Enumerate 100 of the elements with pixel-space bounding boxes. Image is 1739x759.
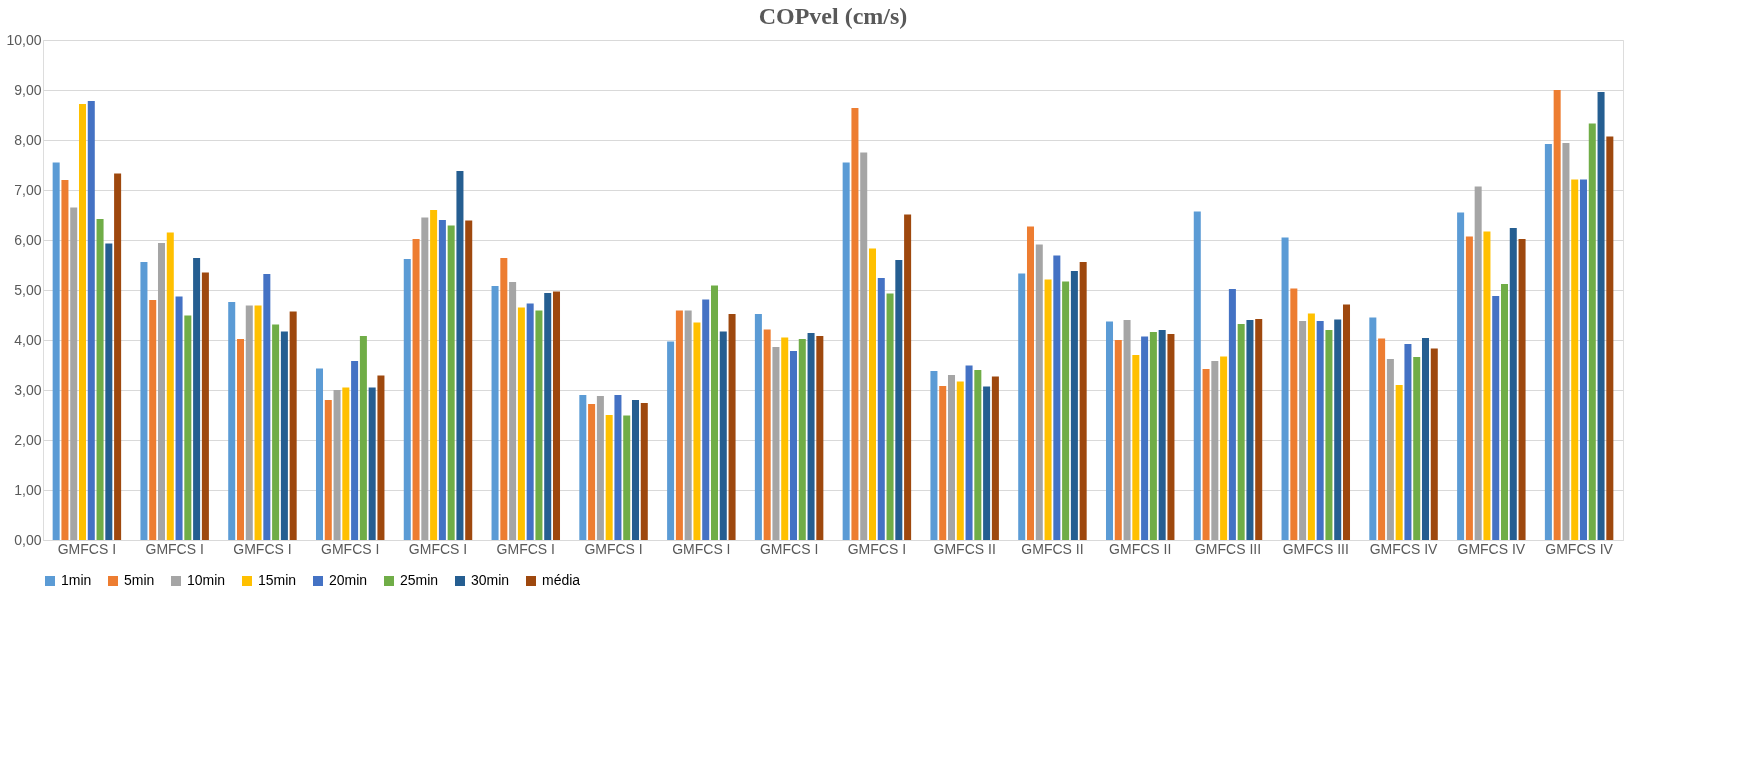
- bar: [851, 108, 859, 540]
- bar: [684, 310, 692, 540]
- bar: [403, 259, 411, 540]
- bar: [289, 311, 297, 540]
- x-tick-label: GMFCS I: [672, 540, 731, 557]
- bar: [193, 258, 201, 540]
- bar: [228, 302, 236, 540]
- bar: [245, 305, 253, 540]
- legend-label: 5min: [124, 572, 155, 588]
- bar: [675, 310, 683, 540]
- x-tick-label: GMFCS II: [933, 540, 996, 557]
- y-tick-label: 6,00: [14, 231, 42, 248]
- bar: [1474, 186, 1482, 540]
- bar: [552, 291, 561, 540]
- bar: [728, 314, 736, 540]
- bar: [1018, 273, 1026, 540]
- bar: [1492, 296, 1500, 540]
- bar: [631, 400, 640, 540]
- bar: [781, 337, 789, 540]
- y-tick-label: 2,00: [14, 431, 42, 448]
- x-tick-label: GMFCS I: [57, 540, 117, 557]
- bar: [772, 347, 780, 540]
- bar: [78, 104, 87, 540]
- bar: [886, 293, 894, 540]
- bar: [1123, 320, 1131, 540]
- bar: [904, 214, 912, 540]
- x-tick-label: GMFCS I: [847, 540, 907, 557]
- bar: [605, 415, 613, 540]
- bar: [359, 336, 367, 540]
- bar: [149, 300, 157, 540]
- bar: [456, 171, 464, 540]
- bar: [1132, 355, 1140, 540]
- bar: [105, 243, 113, 540]
- bar: [1588, 123, 1596, 540]
- x-tick-label: GMFCS I: [321, 540, 380, 557]
- bar: [1465, 236, 1473, 540]
- bar: [860, 152, 868, 540]
- bar: [333, 390, 341, 540]
- x-tick-label: GMFCS III: [1194, 540, 1262, 557]
- bar: [1299, 321, 1307, 540]
- x-tick-label: GMFCS I: [145, 540, 204, 557]
- bar: [1325, 330, 1333, 540]
- bar: [236, 339, 245, 540]
- bar: [579, 395, 587, 540]
- bar: [324, 400, 332, 540]
- bar: [87, 101, 95, 540]
- x-tick-label: GMFCS I: [584, 540, 643, 557]
- bar: [1500, 284, 1509, 540]
- bar: [1369, 317, 1377, 540]
- x-tick-label: GMFCS III: [1282, 540, 1349, 557]
- bar: [1553, 90, 1561, 540]
- bar: [1413, 357, 1421, 540]
- bar: [596, 396, 604, 540]
- bar: [763, 329, 771, 540]
- bar: [1202, 369, 1210, 540]
- bar: [438, 220, 446, 540]
- bar: [1281, 237, 1289, 540]
- bar: [930, 371, 938, 540]
- bar: [588, 404, 596, 540]
- y-tick-label: 1,00: [14, 481, 42, 498]
- legend-label: 20min: [329, 572, 368, 588]
- bar: [623, 415, 631, 540]
- bar: [1193, 211, 1201, 540]
- legend-label: 15min: [258, 572, 297, 588]
- bar: [1053, 255, 1061, 540]
- x-tick-label: GMFCS IV: [1369, 540, 1439, 557]
- bar: [280, 331, 288, 540]
- bar: [1158, 330, 1166, 540]
- bar: [1509, 228, 1517, 540]
- bar: [500, 258, 508, 540]
- bar: [1483, 231, 1491, 540]
- bar: [1211, 361, 1219, 540]
- bar: [114, 173, 122, 540]
- bar: [1141, 336, 1149, 540]
- bar: [1026, 226, 1035, 540]
- bar: [184, 315, 192, 540]
- x-tick-label: GMFCS I: [233, 540, 292, 557]
- bar: [140, 262, 148, 540]
- bar: [509, 282, 517, 540]
- bar: [991, 376, 999, 540]
- bar: [1070, 271, 1078, 540]
- bar: [1220, 356, 1228, 540]
- bar: [315, 368, 324, 540]
- bar: [368, 387, 376, 540]
- bar: [807, 333, 815, 540]
- y-tick-label: 10,00: [6, 31, 42, 48]
- chart-title: COPvel (cm/s): [758, 3, 908, 29]
- bar: [1316, 321, 1324, 540]
- bar: [895, 260, 903, 540]
- bar: [1544, 144, 1552, 540]
- bar: [535, 310, 543, 540]
- bar: [719, 331, 727, 540]
- bar: [96, 219, 104, 540]
- bar: [272, 324, 280, 540]
- x-tick-label: GMFCS II: [1109, 540, 1172, 557]
- bar: [1307, 313, 1315, 540]
- bar: [983, 386, 991, 540]
- bar: [667, 341, 675, 540]
- bar: [1386, 359, 1394, 540]
- x-tick-label: GMFCS I: [496, 540, 555, 557]
